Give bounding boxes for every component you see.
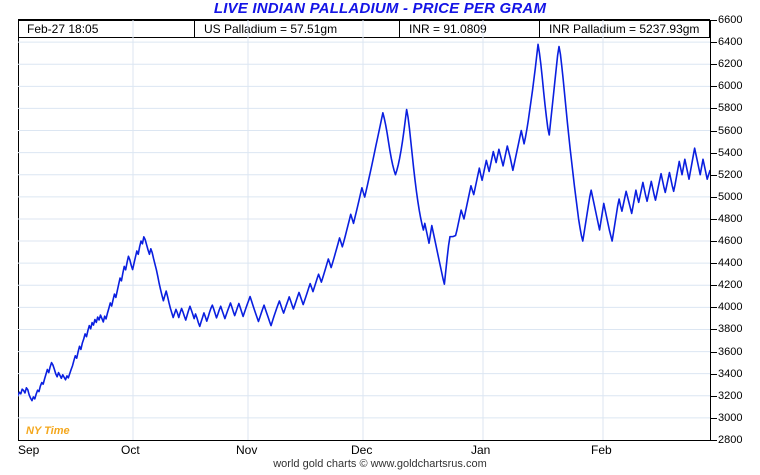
plot-border-bottom — [18, 440, 711, 441]
y-axis-label: 5800 — [718, 102, 743, 115]
horizontal-gridlines — [18, 41, 710, 419]
price-plot — [18, 20, 710, 440]
timezone-label: NY Time — [26, 425, 70, 437]
y-axis-label: 6600 — [718, 14, 743, 26]
y-axis-tick — [711, 108, 717, 110]
y-axis-tick — [711, 152, 717, 154]
y-axis-label: 4200 — [718, 279, 743, 292]
y-axis-tick — [711, 285, 717, 287]
x-axis-label: Nov — [236, 443, 258, 457]
source-credit: world gold charts © www.goldchartsrus.co… — [273, 458, 487, 470]
y-axis-label: 4600 — [718, 235, 743, 248]
x-axis-label: Jan — [471, 443, 491, 457]
y-axis-label: 5000 — [718, 190, 743, 203]
y-axis-label: 6200 — [718, 58, 743, 71]
y-axis-tick — [711, 351, 717, 353]
y-axis-tick — [711, 307, 717, 309]
y-axis-label: 2800 — [718, 434, 743, 446]
x-axis-label: Sep — [18, 443, 40, 457]
y-axis-label: 3400 — [718, 367, 743, 380]
inr-palladium-price: INR Palladium = 5237.93gm — [549, 22, 700, 36]
us-palladium-price: US Palladium = 57.51gm — [204, 22, 338, 36]
y-axis-label: 4400 — [718, 257, 743, 270]
y-axis-tick — [711, 329, 717, 331]
quote-datetime: Feb-27 18:05 — [27, 22, 99, 36]
y-axis-tick — [711, 130, 717, 132]
y-axis-label: 3800 — [718, 323, 743, 336]
vertical-gridlines — [132, 20, 604, 440]
y-axis-label: 3000 — [718, 411, 743, 424]
y-axis-tick — [711, 241, 717, 243]
info-separator-2 — [399, 20, 400, 37]
quote-info-bar: Feb-27 18:05 US Palladium = 57.51gm INR … — [18, 19, 710, 38]
y-axis-tick — [711, 417, 717, 419]
x-axis-label: Dec — [351, 443, 373, 457]
y-axis-label: 5400 — [718, 146, 743, 159]
info-separator-3 — [539, 20, 540, 37]
y-axis-tick — [711, 64, 717, 66]
info-separator-1 — [194, 20, 195, 37]
y-axis-tick — [711, 86, 717, 88]
price-line-series — [18, 43, 710, 402]
y-axis-label: 4000 — [718, 301, 743, 314]
y-axis-tick — [711, 20, 717, 21]
y-axis-tick — [711, 395, 717, 397]
x-axis-label: Oct — [121, 443, 140, 457]
y-axis-label: 6000 — [718, 80, 743, 93]
plot-border-left — [18, 20, 19, 441]
y-axis-label: 3600 — [718, 345, 743, 358]
y-axis-tick — [711, 373, 717, 375]
plot-border-top — [18, 20, 711, 21]
y-axis-label: 6400 — [718, 36, 743, 49]
y-axis-tick — [711, 263, 717, 265]
plot-border-right — [710, 20, 711, 441]
y-axis-tick — [711, 42, 717, 44]
page-title: LIVE INDIAN PALLADIUM - PRICE PER GRAM — [213, 0, 547, 17]
y-axis-label: 5600 — [718, 124, 743, 137]
y-axis-tick — [711, 440, 717, 441]
x-axis-label: Feb — [591, 443, 612, 457]
y-axis-tick — [711, 196, 717, 198]
inr-fx-rate: INR = 91.0809 — [409, 22, 487, 36]
y-axis-tick — [711, 218, 717, 220]
y-axis-tick — [711, 174, 717, 176]
y-axis-label: 3200 — [718, 389, 743, 402]
y-axis-label: 5200 — [718, 168, 743, 181]
y-axis-label: 4800 — [718, 212, 743, 225]
